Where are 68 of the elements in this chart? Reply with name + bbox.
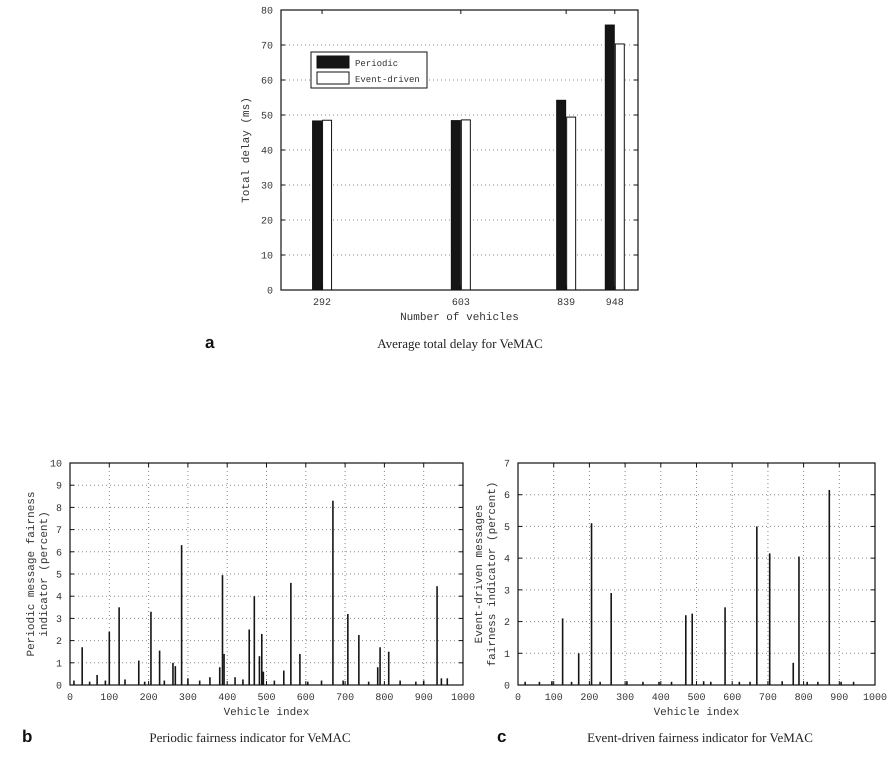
y-tick-label: 2 bbox=[504, 618, 510, 630]
y-tick-label: 3 bbox=[504, 586, 510, 598]
x-tick-label: 300 bbox=[616, 693, 634, 704]
x-axis-title: Number of vehicles bbox=[400, 312, 519, 324]
text: Average total delay for VeMAC bbox=[377, 336, 543, 351]
x-tick-label: 300 bbox=[178, 693, 197, 704]
y-tick-label: 7 bbox=[56, 526, 62, 538]
y-axis-title: Total delay (ms) bbox=[241, 97, 253, 203]
y-tick-label: 6 bbox=[56, 548, 62, 560]
y-tick-label: 70 bbox=[260, 42, 273, 52]
x-tick-label: 400 bbox=[652, 693, 670, 704]
legend-label: Periodic bbox=[355, 59, 398, 69]
y-tick-label: 1 bbox=[504, 650, 510, 661]
x-tick-label: 292 bbox=[313, 298, 332, 309]
y-tick-label: 40 bbox=[260, 146, 273, 158]
y-tick-label: 8 bbox=[56, 504, 62, 515]
x-axis-title: Vehicle index bbox=[224, 707, 310, 719]
x-tick-label: 900 bbox=[830, 693, 848, 704]
y-tick-label: 0 bbox=[266, 286, 273, 298]
y-tick-label: 30 bbox=[260, 182, 273, 192]
x-tick-label: 100 bbox=[100, 693, 118, 704]
text: a bbox=[205, 333, 215, 352]
y-tick-label: 6 bbox=[504, 491, 510, 502]
x-tick-label: 500 bbox=[257, 693, 276, 704]
x-tick-label: 400 bbox=[218, 693, 236, 704]
x-tick-label: 100 bbox=[544, 693, 563, 704]
x-tick-label: 600 bbox=[296, 693, 315, 704]
x-tick-label: 1000 bbox=[450, 693, 476, 704]
y-tick-label: 5 bbox=[504, 522, 510, 534]
y-tick-label: 4 bbox=[56, 592, 62, 604]
y-tick-label: 60 bbox=[260, 76, 273, 88]
x-tick-label: 900 bbox=[414, 693, 433, 704]
text: Periodic fairness indicator for VeMAC bbox=[149, 730, 351, 745]
y-tick-label: 9 bbox=[56, 482, 62, 493]
x-tick-label: 0 bbox=[66, 693, 74, 704]
y-axis-title: Event-driven messages fairness indicator (percent) bbox=[474, 482, 499, 666]
y-tick-label: 1 bbox=[56, 659, 62, 670]
y-tick-label: 0 bbox=[504, 682, 510, 692]
y-tick-label: 80 bbox=[260, 6, 273, 18]
x-tick-label: 200 bbox=[580, 693, 598, 704]
x-tick-label: 1000 bbox=[862, 693, 888, 704]
y-tick-label: 20 bbox=[260, 216, 273, 228]
y-tick-label: 4 bbox=[504, 554, 510, 566]
x-tick-label: 500 bbox=[687, 693, 706, 704]
legend-label: Event-driven bbox=[355, 75, 420, 85]
text: Event-driven fairness indicator for VeMAC bbox=[587, 730, 813, 745]
y-tick-label: 10 bbox=[260, 252, 273, 262]
x-tick-label: 0 bbox=[514, 693, 522, 704]
x-tick-label: 700 bbox=[336, 693, 354, 704]
y-tick-label: 7 bbox=[504, 460, 510, 470]
text: c bbox=[497, 727, 506, 746]
y-tick-label: 10 bbox=[50, 460, 62, 470]
text: b bbox=[22, 727, 32, 746]
x-tick-label: 800 bbox=[375, 693, 394, 704]
x-tick-label: 200 bbox=[140, 693, 158, 704]
y-tick-label: 5 bbox=[56, 570, 62, 582]
x-axis-title: Vehicle index bbox=[654, 707, 740, 719]
y-tick-label: 3 bbox=[56, 614, 62, 626]
x-tick-label: 600 bbox=[723, 693, 742, 704]
y-tick-label: 0 bbox=[56, 682, 62, 692]
x-tick-label: 603 bbox=[452, 298, 470, 309]
x-tick-label: 700 bbox=[758, 693, 777, 704]
y-axis-title: Periodic message fairness indicator (percent) bbox=[26, 491, 51, 657]
x-tick-label: 839 bbox=[557, 298, 576, 309]
x-tick-label: 800 bbox=[794, 693, 813, 704]
x-tick-label: 948 bbox=[606, 298, 624, 309]
y-tick-label: 2 bbox=[56, 637, 62, 648]
y-tick-label: 50 bbox=[260, 112, 273, 122]
